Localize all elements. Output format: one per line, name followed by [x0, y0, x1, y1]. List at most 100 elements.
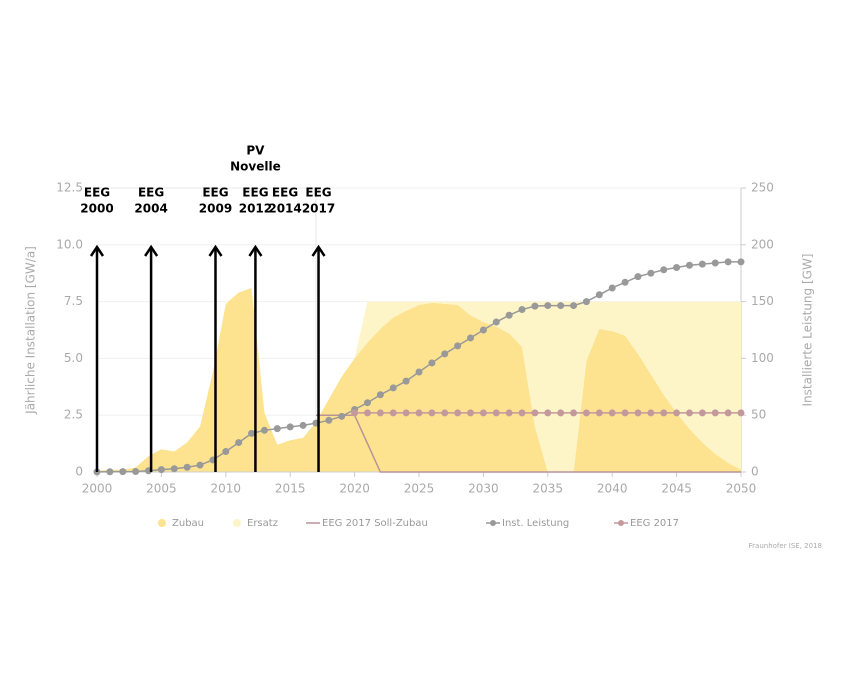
point: [518, 306, 526, 314]
legend-swatch: [158, 519, 166, 527]
y2-tick-label: 100: [751, 351, 774, 365]
point: [660, 266, 668, 274]
x-tick-label: 2005: [146, 482, 177, 496]
point: [260, 426, 268, 434]
x-tick-label: 2035: [533, 482, 564, 496]
point: [660, 409, 668, 417]
point: [544, 302, 552, 310]
point: [376, 391, 384, 399]
point: [196, 461, 204, 469]
point: [492, 318, 500, 326]
point: [286, 423, 294, 431]
point: [119, 468, 127, 476]
y2-tick-label: 250: [751, 181, 774, 195]
legend-item: Ersatz: [233, 518, 278, 529]
point: [673, 264, 681, 272]
point: [363, 399, 371, 407]
point: [724, 258, 732, 266]
arrow-head: [311, 244, 326, 257]
point: [441, 350, 449, 358]
point: [235, 439, 243, 447]
point: [698, 260, 706, 268]
legend-label: EEG 2017: [630, 518, 679, 529]
point: [402, 409, 410, 417]
point: [673, 409, 681, 417]
legend-item: Zubau: [158, 518, 204, 529]
y2-tick-label: 150: [751, 294, 774, 308]
point: [505, 311, 513, 319]
point: [222, 448, 230, 456]
point: [621, 278, 629, 286]
point: [273, 425, 281, 433]
point: [711, 409, 719, 417]
x-tick-label: 2040: [597, 482, 628, 496]
annotation-label: EEG: [242, 186, 268, 200]
point: [557, 302, 565, 310]
x-tick-label: 2045: [661, 482, 692, 496]
note-label: PV: [246, 144, 265, 158]
point: [698, 409, 706, 417]
area: [97, 287, 741, 472]
x-tick-label: 2050: [726, 482, 757, 496]
point: [402, 377, 410, 385]
credit: Fraunhofer ISE, 2018: [749, 542, 822, 550]
point: [428, 359, 436, 367]
point: [325, 416, 333, 424]
point: [518, 409, 526, 417]
arrow-head: [144, 244, 159, 257]
point: [531, 409, 539, 417]
point: [647, 409, 655, 417]
point: [338, 412, 346, 420]
y-tick-label: 2.5: [64, 408, 83, 422]
legend-item: EEG 2017: [614, 518, 679, 529]
point: [685, 409, 693, 417]
point: [170, 465, 178, 473]
legend-dot: [490, 520, 496, 526]
y-tick-label: 10.0: [56, 237, 83, 251]
legend-label: Zubau: [172, 518, 204, 529]
x-tick-label: 2000: [82, 482, 113, 496]
point: [454, 409, 462, 417]
y-tick-label: 7.5: [64, 294, 83, 308]
point: [582, 409, 590, 417]
point: [582, 298, 590, 306]
point: [132, 468, 140, 476]
x-tick-label: 2020: [339, 482, 370, 496]
annotation-label: EEG: [272, 186, 298, 200]
legend-item: Inst. Leistung: [486, 518, 569, 529]
y-tick-label: 5.0: [64, 351, 83, 365]
point: [363, 409, 371, 417]
area: [97, 287, 741, 472]
point: [608, 409, 616, 417]
point: [467, 409, 475, 417]
annotation-label: 2004: [134, 202, 167, 216]
point: [106, 468, 114, 476]
point: [454, 342, 462, 350]
point: [299, 421, 307, 429]
legend-label: EEG 2017 Soll-Zubau: [322, 518, 428, 529]
y2-tick-label: 0: [751, 465, 759, 479]
x-tick-label: 2025: [404, 482, 435, 496]
legend-swatch: [233, 519, 241, 527]
point: [531, 302, 539, 310]
point: [479, 409, 487, 417]
point: [157, 466, 165, 474]
point: [389, 409, 397, 417]
y-tick-label: 0: [75, 465, 83, 479]
point: [608, 284, 616, 292]
annotation-label: 2014: [268, 202, 301, 216]
point: [183, 463, 191, 471]
point: [634, 273, 642, 281]
point: [634, 409, 642, 417]
point: [351, 409, 359, 417]
point: [621, 409, 629, 417]
series-line: [315, 414, 741, 473]
annotation-label: EEG: [305, 186, 331, 200]
y2-tick-label: 50: [751, 408, 766, 422]
legend-item: EEG 2017 Soll-Zubau: [306, 518, 428, 529]
arrow-head: [208, 244, 223, 257]
point: [570, 302, 578, 310]
point: [557, 409, 565, 417]
y2-tick-label: 200: [751, 237, 774, 251]
